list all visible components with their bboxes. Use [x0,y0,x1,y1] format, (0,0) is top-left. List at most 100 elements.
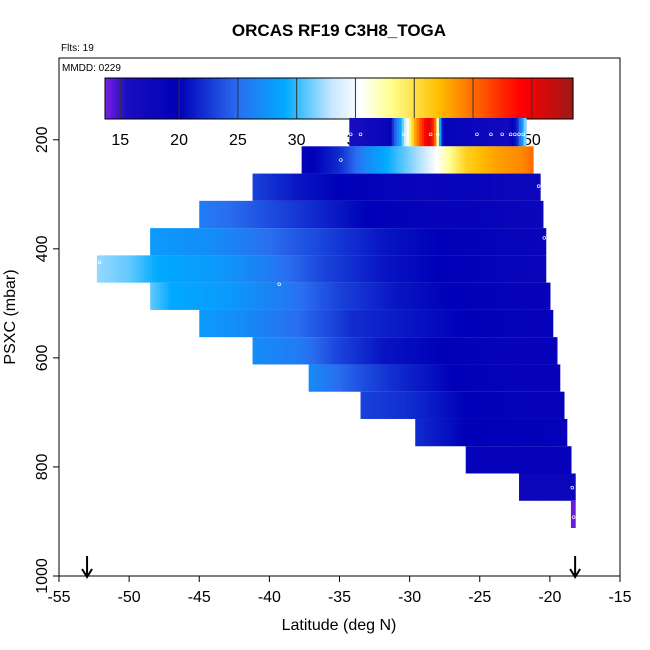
colorbar-segment [265,78,270,119]
band-cell [338,364,342,392]
sample-marker [277,282,281,287]
band-cell [414,117,418,147]
band-cell [171,255,175,283]
band-cell [466,228,470,256]
band-cell [559,418,563,447]
band-cell [152,282,156,310]
band-cell [524,446,528,474]
band-cell [329,146,333,174]
band-cell [423,173,427,201]
band-cell [424,337,428,365]
band-cell [237,282,241,310]
colorbar-tick-label: 50 [523,132,541,149]
band-cell [417,391,421,419]
band-cell [313,255,317,283]
colorbar-segment [140,78,144,119]
band-cell [167,228,171,256]
band-cell [440,418,444,447]
colorbar-segment [271,78,276,119]
band-cell [279,337,284,365]
band-cell [510,309,514,338]
band-cell [331,255,335,283]
colorbar-segment [268,78,273,119]
colorbar-segment [233,78,238,119]
band-cell [512,200,517,229]
band-cell [333,200,337,229]
band-cell [530,146,534,174]
band-cell [378,146,382,174]
band-cell [406,173,410,201]
band-cell [376,228,380,256]
band-cell [485,146,489,174]
band-cell [522,173,526,201]
band-cell [496,117,500,147]
band-cell [484,418,488,447]
band-cell [514,418,518,447]
band-cell [433,173,437,201]
sample-marker [428,132,433,137]
band-cell [489,418,493,447]
band-cell [484,282,489,310]
band-cell [445,364,449,392]
band-cell [340,282,344,310]
band-cell [450,200,454,229]
band-cell [321,309,325,338]
band-cell [190,282,194,310]
band-cell [309,337,314,365]
band-cell [499,391,503,419]
band-cell [485,173,489,201]
band-cell [124,255,128,283]
band-cell [397,282,401,310]
band-cell [360,391,364,419]
band-cell [460,200,464,229]
band-cell [402,282,406,310]
band-cell [455,309,459,338]
band-cell [293,309,297,338]
band-cell [418,309,422,338]
pressure-band [360,391,565,419]
band-cell [254,200,258,229]
band-cell [473,228,477,256]
band-cell [526,391,530,419]
band-cell [224,200,228,229]
band-cell [301,255,305,283]
band-cell [553,446,557,474]
band-cell [545,309,549,338]
band-cell [521,473,525,501]
band-cell [221,200,225,229]
colorbar-segment [283,78,287,119]
band-cell [207,282,211,310]
colorbar-segment [137,78,141,119]
band-cell [283,309,287,338]
colorbar-segment [415,78,419,119]
band-cell [324,146,328,174]
band-cell [278,200,283,229]
band-cell [370,364,374,392]
colorbar-segment [350,78,355,119]
band-cell [319,228,323,256]
band-cell [388,200,392,229]
band-cell [532,173,536,201]
band-cell [242,228,246,256]
band-cell [540,200,544,229]
band-cell [529,391,533,419]
band-cell [326,364,330,392]
band-cell [296,255,300,283]
band-cell [437,418,441,447]
band-cell [524,337,528,365]
band-cell [413,309,417,338]
band-cell [329,173,333,201]
band-cell [165,228,169,256]
colorbar-segment [520,78,524,119]
band-cell [515,200,519,229]
band-cell [533,255,537,283]
band-cell [392,337,396,365]
band-cell [262,173,266,201]
band-cell [354,173,358,201]
band-cell [406,117,410,147]
band-cell [477,364,481,392]
band-cell [527,364,531,392]
band-cell [341,146,345,174]
band-cell [420,200,424,229]
band-cell [316,255,320,283]
